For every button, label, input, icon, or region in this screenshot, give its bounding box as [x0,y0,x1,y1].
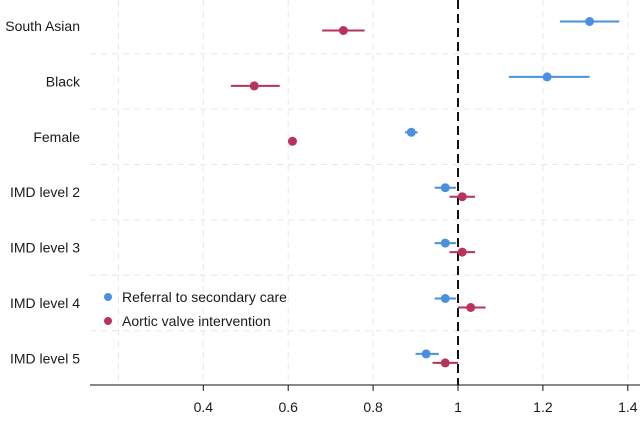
point-referral-to-secondary-care-imd-level-5 [421,349,431,359]
category-label-imd-level-3: IMD level 3 [10,240,80,256]
x-tick-label-0-8: 0.8 [363,399,383,415]
point-referral-to-secondary-care-black [542,72,552,82]
category-label-imd-level-4: IMD level 4 [10,295,80,311]
category-label-south-asian: South Asian [5,18,80,34]
point-aortic-valve-intervention-south-asian [338,26,348,35]
x-tick-label-1-4: 1.4 [618,399,638,415]
series-referral-to-secondary-care [404,17,620,359]
point-referral-to-secondary-care-imd-level-2 [440,183,450,193]
category-labels: South Asian Black Female IMD level 2 IMD lev… [5,18,81,366]
series-aortic-valve-intervention [230,26,486,368]
point-aortic-valve-intervention-female [287,136,297,146]
grid-layer [90,0,640,385]
x-tick-label-1-2: 1.2 [533,399,553,415]
point-aortic-valve-intervention-imd-level-2 [457,192,467,202]
category-label-imd-level-5: IMD level 5 [10,350,80,366]
x-tick-label-1: 1 [454,399,462,415]
legend: Referral to secondary care Aortic valve i… [104,289,287,329]
x-tick-label-0-6: 0.6 [278,399,298,415]
category-label-black: Black [46,73,81,89]
legend-label-referral-to-secondary-care: Referral to secondary care [122,289,287,305]
legend-marker-aortic-valve-intervention [104,317,112,325]
legend-label-aortic-valve-intervention: Aortic valve intervention [122,313,271,329]
point-referral-to-secondary-care-female [406,127,416,137]
point-aortic-valve-intervention-black [249,81,259,91]
legend-marker-referral-to-secondary-care [104,293,112,301]
series-layer [230,17,620,368]
point-aortic-valve-intervention-imd-level-5 [440,358,450,368]
point-referral-to-secondary-care-imd-level-3 [440,238,450,248]
point-aortic-valve-intervention-imd-level-3 [457,247,467,257]
point-aortic-valve-intervention-imd-level-4 [466,303,476,312]
point-referral-to-secondary-care-south-asian [585,17,595,26]
x-tick-label-0-4: 0.4 [194,399,214,415]
category-label-imd-level-2: IMD level 2 [10,184,80,200]
point-referral-to-secondary-care-imd-level-4 [440,294,450,303]
x-axis: 0.4 0.6 0.8 1 1.2 1.4 [90,384,640,415]
category-label-female: Female [33,129,80,145]
